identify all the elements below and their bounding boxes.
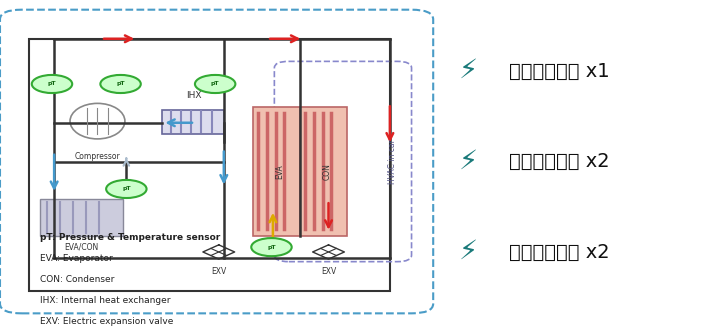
Bar [162,110,224,134]
Bar [300,107,347,236]
Text: pT: pT [211,81,219,86]
Text: Compressor: Compressor [74,152,121,161]
Text: 中压端传感器 x2: 中压端传感器 x2 [509,152,609,171]
Text: IHX: IHX [186,91,201,100]
Bar [29,39,390,291]
Text: EXV: EXV [321,267,336,276]
Text: pT: pT [267,245,276,250]
Text: HVAC in car: HVAC in car [388,139,397,184]
Text: 高压端传感器 x1: 高压端传感器 x1 [509,61,609,80]
Text: IHX: Internal heat exchanger: IHX: Internal heat exchanger [40,296,170,304]
Text: EVA/CON: EVA/CON [64,242,98,251]
Ellipse shape [70,103,125,139]
Text: ⚡: ⚡ [458,239,477,265]
Text: pT: Pressure & Temperature sensor: pT: Pressure & Temperature sensor [40,232,220,242]
Bar [253,107,300,236]
Circle shape [251,238,292,256]
Text: ⚡: ⚡ [458,58,477,84]
Text: EXV: EXV [211,267,227,276]
Text: EXV: Electric expansion valve: EXV: Electric expansion valve [40,317,173,326]
Text: pT: pT [122,186,131,192]
Circle shape [106,180,147,198]
Text: CON: Condenser: CON: Condenser [40,275,114,284]
Text: 低压端传感器 x2: 低压端传感器 x2 [509,242,609,262]
Circle shape [195,75,235,93]
Text: EVA: EVA [275,164,284,179]
Text: ⚡: ⚡ [458,148,477,175]
Text: pT: pT [116,81,125,86]
Bar [40,199,123,236]
Text: EVA: Evaporator: EVA: Evaporator [40,253,113,263]
Text: CON: CON [322,163,331,180]
Circle shape [100,75,141,93]
Text: pT: pT [48,81,56,86]
Circle shape [32,75,72,93]
